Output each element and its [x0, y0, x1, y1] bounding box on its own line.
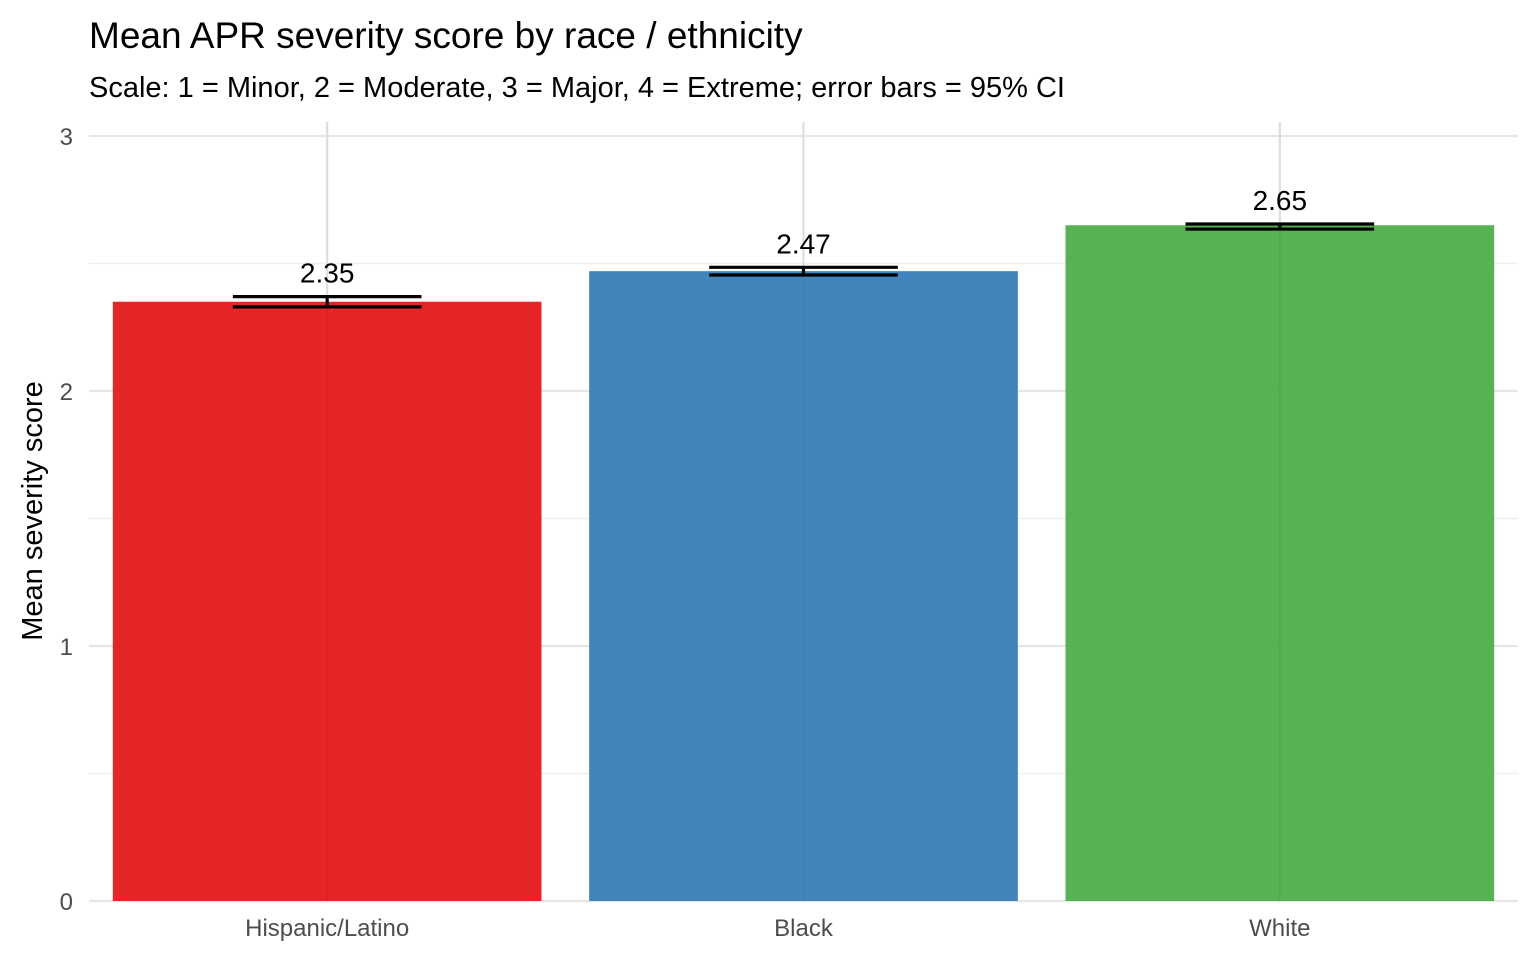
x-tick-label: White: [1249, 915, 1310, 942]
bars: [112, 122, 1495, 901]
x-tick-label: Black: [774, 915, 834, 942]
y-tick-label: 2: [60, 379, 73, 406]
bar: [112, 301, 542, 901]
error-bar: [709, 265, 898, 277]
x-axis-ticks: Hispanic/Latino Black White: [245, 915, 1310, 942]
chart-title: Mean APR severity score by race / ethnic…: [89, 15, 803, 56]
y-tick-label: 1: [60, 634, 73, 661]
y-axis-ticks: 0 1 2 3: [60, 124, 73, 916]
data-label: 2.65: [1253, 185, 1308, 216]
y-tick-label: 3: [60, 124, 73, 151]
error-bar: [1185, 222, 1375, 231]
chart-subtitle: Scale: 1 = Minor, 2 = Moderate, 3 = Majo…: [89, 72, 1065, 104]
bar: [589, 271, 1018, 901]
data-label: 2.35: [300, 258, 355, 289]
error-bar: [232, 295, 422, 309]
bar: [1065, 225, 1495, 901]
y-tick-label: 0: [60, 889, 73, 916]
x-tick-label: Hispanic/Latino: [245, 915, 409, 942]
error-bars: [232, 222, 1375, 309]
data-labels: 2.35 2.47 2.65: [300, 185, 1307, 289]
y-axis-title: Mean severity score: [17, 381, 49, 641]
data-label: 2.47: [776, 228, 831, 259]
